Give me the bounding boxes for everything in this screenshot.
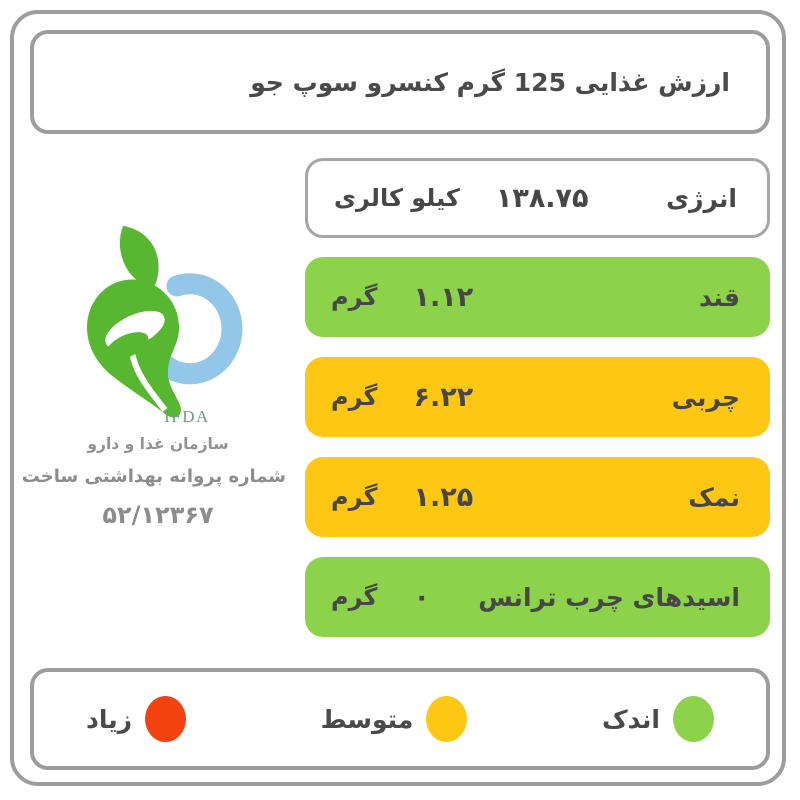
- row-energy-values: ۱۳۸.۷۵ کیلو کالری: [334, 183, 589, 214]
- legend-dot-high-icon: [145, 696, 186, 742]
- row-salt-unit: گرم: [331, 483, 378, 511]
- legend-label-low: اندک: [602, 704, 660, 734]
- legend-box: اندک متوسط زیاد: [30, 668, 770, 770]
- row-salt-values: ۱.۲۵ گرم: [331, 482, 473, 513]
- row-sugar-unit: گرم: [331, 283, 378, 311]
- ifda-acronym: IFDA: [164, 407, 210, 426]
- row-fat-unit: گرم: [331, 383, 378, 411]
- legend-item-low: اندک: [602, 696, 714, 742]
- row-salt-value: ۱.۲۵: [413, 481, 474, 513]
- row-fat-label: چربی: [671, 382, 740, 412]
- row-energy-label: انرژی: [666, 183, 737, 213]
- row-salt-label: نمک: [688, 482, 740, 512]
- row-sugar: قند ۱.۱۲ گرم: [305, 257, 770, 337]
- row-fat: چربی ۶.۲۲ گرم: [305, 357, 770, 437]
- row-sugar-values: ۱.۱۲ گرم: [331, 282, 473, 313]
- row-energy-unit: کیلو کالری: [334, 184, 460, 212]
- row-salt: نمک ۱.۲۵ گرم: [305, 457, 770, 537]
- legend-item-high: زیاد: [86, 696, 186, 742]
- outer-frame: [10, 10, 786, 786]
- row-trans-fat-unit: گرم: [331, 583, 378, 611]
- legend-label-high: زیاد: [86, 704, 132, 734]
- legend-dot-low-icon: [673, 696, 714, 742]
- license-caption: شماره پروانه بهداشتی ساخت: [21, 466, 286, 487]
- row-trans-fat-label: اسیدهای چرب ترانس: [478, 582, 740, 612]
- organization-name: سازمان غذا و دارو: [87, 435, 229, 453]
- title-box: ارزش غذایی 125 گرم کنسرو سوپ جو: [30, 30, 770, 134]
- row-trans-fat-values: ۰ گرم: [331, 582, 430, 613]
- row-sugar-label: قند: [698, 282, 740, 312]
- row-trans-fat: اسیدهای چرب ترانس ۰ گرم: [305, 557, 770, 637]
- page-title: ارزش غذایی 125 گرم کنسرو سوپ جو: [250, 67, 730, 97]
- row-fat-value: ۶.۲۲: [413, 381, 474, 413]
- legend-item-medium: متوسط: [321, 696, 468, 742]
- ifda-apple-logo-icon: IFDA: [86, 226, 243, 426]
- row-energy: انرژی ۱۳۸.۷۵ کیلو کالری: [305, 158, 770, 238]
- row-energy-value: ۱۳۸.۷۵: [495, 182, 589, 214]
- license-number: ۵۲/۱۲۳۶۷: [102, 501, 214, 529]
- legend-label-medium: متوسط: [320, 704, 414, 734]
- issuer-panel: IFDA سازمان غذا و دارو شماره پروانه بهدا…: [21, 150, 286, 529]
- row-fat-values: ۶.۲۲ گرم: [331, 382, 473, 413]
- row-trans-fat-value: ۰: [413, 581, 430, 613]
- row-sugar-value: ۱.۱۲: [413, 281, 474, 313]
- legend-dot-medium-icon: [426, 696, 468, 742]
